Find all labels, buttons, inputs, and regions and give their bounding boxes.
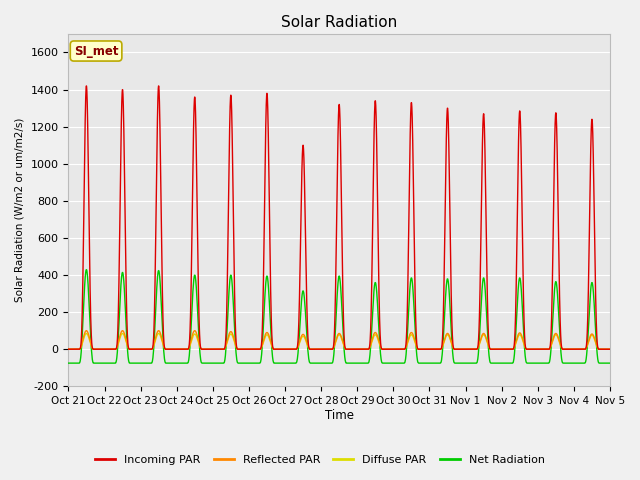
X-axis label: Time: Time <box>324 409 354 422</box>
Title: Solar Radiation: Solar Radiation <box>281 15 397 30</box>
Y-axis label: Solar Radiation (W/m2 or um/m2/s): Solar Radiation (W/m2 or um/m2/s) <box>15 118 25 302</box>
Legend: Incoming PAR, Reflected PAR, Diffuse PAR, Net Radiation: Incoming PAR, Reflected PAR, Diffuse PAR… <box>91 451 549 469</box>
Text: SI_met: SI_met <box>74 45 118 58</box>
